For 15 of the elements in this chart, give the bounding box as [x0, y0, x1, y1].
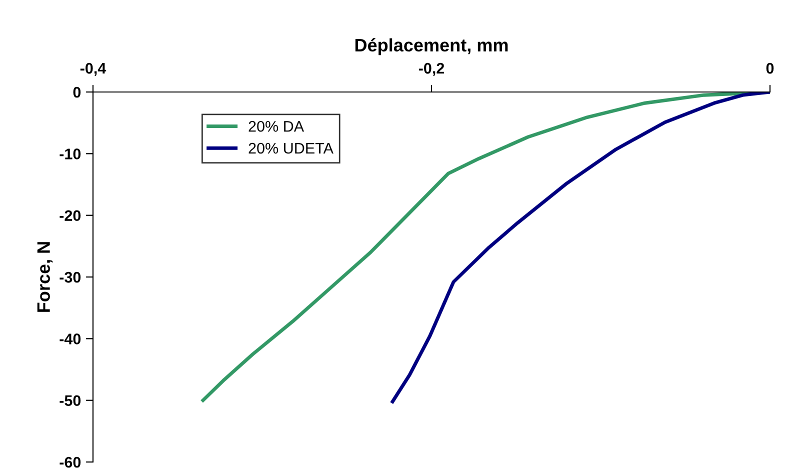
y-tick-label: -30	[60, 272, 81, 283]
y-tick-label: -60	[60, 456, 81, 468]
x-tick-label: -0,2	[418, 62, 444, 76]
y-tick-label: 0	[73, 86, 81, 98]
y-tick-label: -50	[60, 395, 81, 406]
legend-label: 20% DA	[248, 120, 304, 132]
x-tick-label: 0	[766, 62, 774, 74]
x-tick-label: -0,4	[80, 62, 106, 76]
y-tick-label: -40	[60, 334, 81, 344]
line-series	[390, 92, 770, 404]
y-tick-label: -20	[60, 210, 81, 222]
y-tick-label: -10	[60, 148, 81, 160]
legend-label: 20% UDETA	[248, 142, 334, 154]
y-axis-title: Force, N	[37, 242, 53, 312]
x-axis-title: Déplacement, mm	[355, 38, 508, 56]
